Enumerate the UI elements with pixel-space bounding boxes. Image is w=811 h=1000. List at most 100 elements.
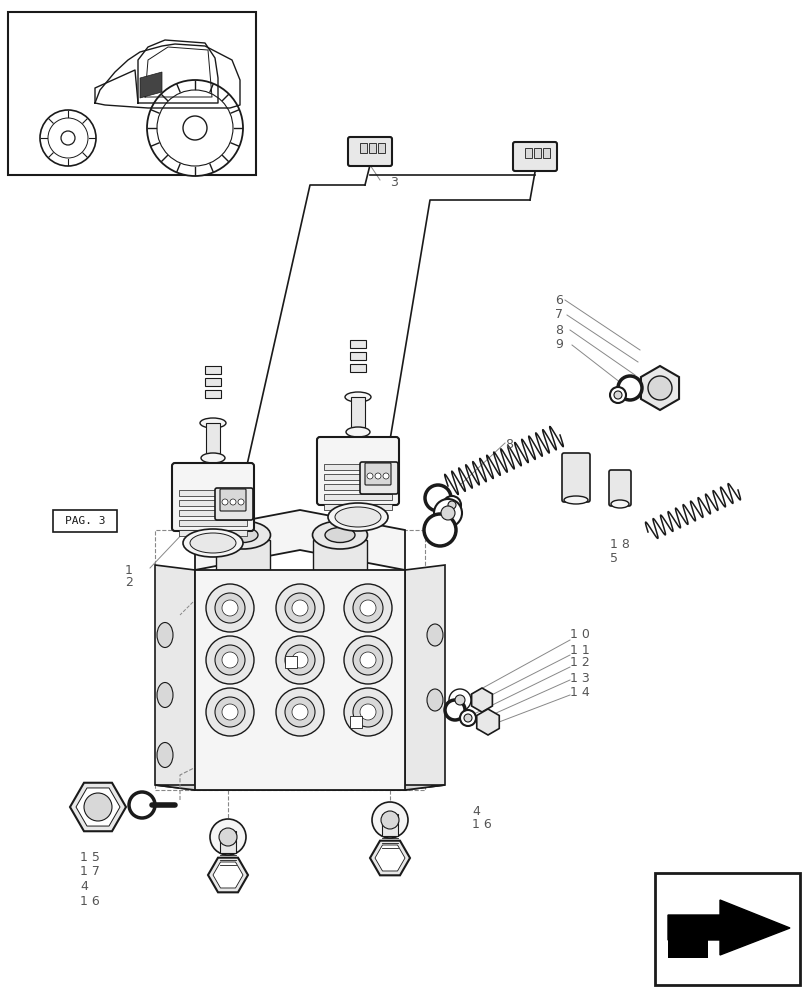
Ellipse shape [215, 521, 270, 549]
Text: 1 3: 1 3 [569, 672, 589, 684]
FancyBboxPatch shape [513, 142, 556, 171]
Ellipse shape [200, 418, 225, 428]
FancyBboxPatch shape [365, 463, 391, 485]
Circle shape [221, 704, 238, 720]
FancyBboxPatch shape [53, 510, 117, 532]
Bar [324, 504, 392, 510]
Circle shape [285, 593, 315, 623]
Text: 1 6: 1 6 [80, 896, 100, 908]
Circle shape [292, 652, 307, 668]
Ellipse shape [564, 496, 587, 504]
Circle shape [276, 688, 324, 736]
Bar [350, 716, 362, 728]
Ellipse shape [328, 503, 388, 531]
Circle shape [344, 584, 392, 632]
Bar [324, 484, 392, 490]
Circle shape [423, 514, 456, 546]
Circle shape [215, 593, 245, 623]
FancyBboxPatch shape [561, 453, 590, 502]
Circle shape [367, 473, 372, 479]
Bar [204, 390, 221, 398]
Bar [368, 143, 375, 153]
Bar [543, 148, 549, 158]
Circle shape [219, 828, 237, 846]
Circle shape [157, 90, 233, 166]
Polygon shape [195, 570, 405, 790]
Ellipse shape [157, 622, 173, 648]
Circle shape [454, 695, 465, 705]
Ellipse shape [228, 528, 258, 542]
Circle shape [292, 600, 307, 616]
Bar [534, 148, 540, 158]
Circle shape [375, 473, 380, 479]
Ellipse shape [427, 689, 443, 711]
Circle shape [285, 697, 315, 727]
Polygon shape [155, 785, 444, 790]
Text: 1 1: 1 1 [569, 644, 589, 656]
Text: 1 5: 1 5 [80, 851, 100, 864]
Bar [155, 530, 424, 790]
Circle shape [238, 499, 243, 505]
Circle shape [206, 584, 254, 632]
FancyBboxPatch shape [172, 463, 254, 531]
Circle shape [463, 714, 471, 722]
Text: 6: 6 [554, 294, 562, 306]
Bar [350, 364, 366, 372]
Polygon shape [155, 565, 195, 790]
Bar [204, 378, 221, 386]
Ellipse shape [312, 521, 367, 549]
Circle shape [206, 688, 254, 736]
Circle shape [444, 700, 465, 720]
Ellipse shape [157, 742, 173, 768]
Circle shape [609, 387, 625, 403]
Text: 1 8: 1 8 [609, 538, 629, 552]
Circle shape [460, 710, 475, 726]
Bar [8, 12, 255, 175]
Circle shape [359, 704, 375, 720]
Circle shape [359, 652, 375, 668]
Bar [216, 540, 270, 570]
Circle shape [443, 496, 461, 514]
Circle shape [215, 645, 245, 675]
Ellipse shape [610, 500, 629, 508]
Ellipse shape [427, 624, 443, 646]
Ellipse shape [335, 507, 380, 527]
Text: 4: 4 [471, 805, 479, 818]
Bar [178, 490, 247, 496]
Circle shape [380, 811, 398, 829]
Circle shape [48, 118, 88, 158]
Bar [350, 340, 366, 348]
Circle shape [353, 593, 383, 623]
Text: 4: 4 [80, 880, 88, 894]
Polygon shape [139, 72, 162, 98]
Text: 7: 7 [554, 308, 562, 322]
Polygon shape [667, 900, 789, 955]
Circle shape [61, 131, 75, 145]
Bar [220, 831, 236, 853]
Ellipse shape [190, 533, 236, 553]
Ellipse shape [324, 528, 354, 542]
Circle shape [215, 697, 245, 727]
Circle shape [433, 499, 461, 527]
Ellipse shape [345, 427, 370, 437]
Circle shape [383, 473, 388, 479]
Bar [178, 530, 247, 536]
Text: 8: 8 [504, 438, 513, 452]
Circle shape [84, 793, 112, 821]
Text: 9: 9 [554, 338, 562, 352]
FancyBboxPatch shape [608, 470, 630, 506]
Text: 1 6: 1 6 [471, 818, 491, 831]
Bar [204, 366, 221, 374]
Circle shape [448, 501, 456, 509]
Circle shape [613, 391, 621, 399]
Polygon shape [405, 565, 444, 790]
Bar [206, 423, 220, 453]
Polygon shape [195, 510, 405, 570]
Circle shape [206, 636, 254, 684]
Circle shape [353, 645, 383, 675]
Ellipse shape [345, 392, 371, 402]
Bar [359, 143, 367, 153]
Text: 1 2: 1 2 [569, 656, 589, 670]
Circle shape [147, 80, 242, 176]
Circle shape [448, 689, 470, 711]
